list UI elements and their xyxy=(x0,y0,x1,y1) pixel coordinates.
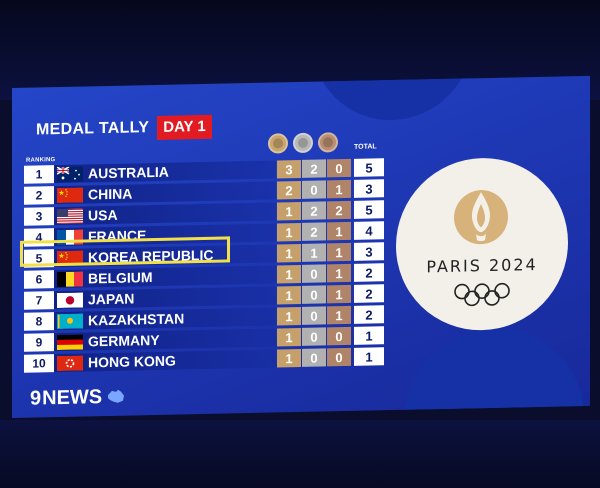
table-row: 1 AUSTRALIA 3 2 0 5 xyxy=(24,158,394,185)
france-flag-icon xyxy=(57,229,83,246)
country-name: JAPAN xyxy=(88,290,135,308)
hong-kong-flag-icon xyxy=(57,355,83,372)
bronze-count: 2 xyxy=(327,200,351,220)
total-count: 3 xyxy=(354,242,384,261)
gold-count: 1 xyxy=(277,306,301,326)
rank-cell: 6 xyxy=(24,270,54,289)
gold-count: 3 xyxy=(277,159,301,179)
belgium-flag-icon xyxy=(57,271,83,288)
page-title: MEDAL TALLY xyxy=(36,119,150,139)
bronze-count: 1 xyxy=(327,305,351,325)
news-logo-text: NEWS xyxy=(42,385,103,409)
rank-cell: 1 xyxy=(24,165,54,184)
gold-count: 1 xyxy=(277,201,301,221)
table-row: 9 GERMANY 1 0 0 1 xyxy=(24,326,394,353)
gold-count: 1 xyxy=(277,327,301,347)
china-flag-icon xyxy=(57,187,83,204)
table-row: 4 FRANCE 1 2 1 4 xyxy=(24,221,394,248)
decorative-circle xyxy=(404,326,584,418)
china-flag-icon xyxy=(57,250,83,267)
rank-cell: 8 xyxy=(24,312,54,331)
total-column-label: TOTAL xyxy=(354,143,377,151)
total-count: 5 xyxy=(354,158,384,177)
silver-count: 0 xyxy=(302,348,326,367)
rank-cell: 2 xyxy=(24,186,54,205)
country-name: GERMANY xyxy=(88,331,160,350)
gold-count: 1 xyxy=(277,264,301,284)
paris-2024-flame-icon xyxy=(446,181,516,252)
total-count: 4 xyxy=(354,221,384,240)
total-count: 3 xyxy=(354,179,384,198)
bronze-count: 1 xyxy=(327,179,351,199)
silver-count: 2 xyxy=(302,159,326,178)
gold-count: 1 xyxy=(277,243,301,263)
silver-count: 0 xyxy=(302,306,326,325)
total-count: 2 xyxy=(354,305,384,324)
table-row: 7 JAPAN 1 0 1 2 xyxy=(24,284,394,311)
gold-count: 2 xyxy=(277,180,301,200)
ranking-column-label: RANKING xyxy=(26,157,56,164)
kazakhstan-flag-icon xyxy=(57,313,83,330)
silver-count: 0 xyxy=(302,327,326,346)
paris-2024-logo: PARIS 2024 xyxy=(396,156,568,332)
country-name: AUSTRALIA xyxy=(88,163,169,182)
table-row: 8 KAZAKHSTAN 1 0 1 2 xyxy=(24,305,394,332)
country-name: CHINA xyxy=(88,185,133,203)
table-row: 5 KOREA REPUBLIC 1 1 1 3 xyxy=(24,242,394,269)
gold-count: 1 xyxy=(277,285,301,305)
country-name: KAZAKHSTAN xyxy=(88,310,185,329)
gold-count: 1 xyxy=(277,348,301,368)
gold-medal-icon xyxy=(268,133,288,154)
australia-map-icon xyxy=(106,389,126,405)
background-bottom xyxy=(0,420,600,488)
olympic-rings-icon xyxy=(450,281,514,308)
silver-count: 0 xyxy=(302,264,326,283)
total-count: 2 xyxy=(354,263,384,282)
rank-cell: 3 xyxy=(24,207,54,226)
usa-flag-icon xyxy=(57,208,83,225)
highlight-box xyxy=(20,236,230,267)
rank-cell: 10 xyxy=(24,354,54,373)
country-name: BELGIUM xyxy=(88,269,153,287)
silver-count: 2 xyxy=(302,201,326,220)
rank-cell: 9 xyxy=(24,333,54,352)
bronze-count: 0 xyxy=(327,326,351,346)
total-count: 1 xyxy=(354,326,384,345)
silver-count: 0 xyxy=(302,285,326,304)
australia-flag-icon xyxy=(57,166,83,183)
medal-tally-screen: MEDAL TALLY DAY 1 RANKING TOTAL 1 AUSTRA… xyxy=(12,75,590,418)
decorative-circle xyxy=(312,75,472,122)
rank-cell: 7 xyxy=(24,291,54,310)
total-count: 5 xyxy=(354,200,384,219)
bronze-count: 0 xyxy=(327,158,351,178)
total-count: 1 xyxy=(354,347,384,366)
title-bar: MEDAL TALLY DAY 1 xyxy=(36,114,212,144)
bronze-count: 0 xyxy=(327,347,351,367)
germany-flag-icon xyxy=(57,334,83,351)
table-row: 6 BELGIUM 1 0 1 2 xyxy=(24,263,394,290)
country-name: HONG KONG xyxy=(88,352,176,371)
country-name: USA xyxy=(88,206,118,224)
bronze-count: 1 xyxy=(327,242,351,262)
day-badge: DAY 1 xyxy=(157,114,212,140)
bronze-count: 1 xyxy=(327,284,351,304)
total-count: 2 xyxy=(354,284,384,303)
nine-logo-text: 9 xyxy=(30,386,41,410)
paris-2024-text: PARIS 2024 xyxy=(426,254,538,277)
bronze-count: 1 xyxy=(327,221,351,241)
broadcaster-logo: 9 NEWS xyxy=(30,386,126,410)
bronze-medal-icon xyxy=(318,132,338,153)
table-row: 3 USA 1 2 2 5 xyxy=(24,200,394,227)
silver-medal-icon xyxy=(293,132,313,154)
silver-count: 1 xyxy=(302,243,326,262)
table-row: 10 HONG KONG 1 0 0 1 xyxy=(24,347,394,374)
silver-count: 2 xyxy=(302,222,326,241)
japan-flag-icon xyxy=(57,292,83,309)
gold-count: 1 xyxy=(277,222,301,242)
bronze-count: 1 xyxy=(327,263,351,283)
silver-count: 0 xyxy=(302,180,326,199)
table-row: 2 CHINA 2 0 1 3 xyxy=(24,179,394,206)
